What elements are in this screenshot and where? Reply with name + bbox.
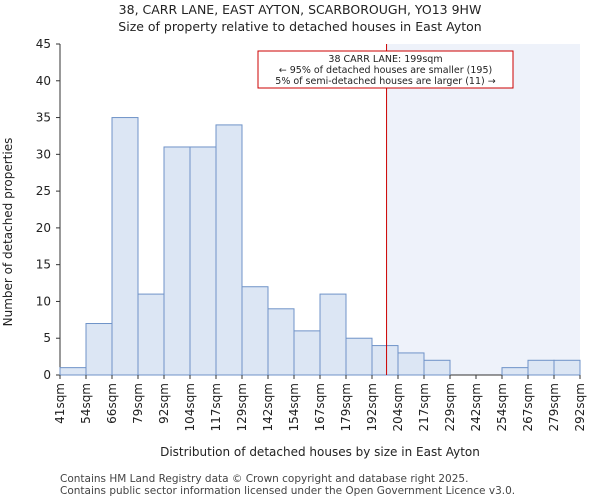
bar	[397, 352, 425, 376]
bar	[111, 117, 139, 376]
x-tick-label: 217sqm	[417, 383, 431, 431]
y-tick-label: 25	[36, 184, 51, 198]
x-tick-label: 117sqm	[209, 383, 223, 431]
annotation-text: ← 95% of detached houses are smaller (19…	[279, 65, 492, 76]
x-tick-label: 66sqm	[105, 383, 119, 424]
y-tick-label: 30	[36, 147, 51, 161]
x-tick-label: 41sqm	[53, 383, 67, 424]
annotation-box	[257, 50, 514, 89]
bar	[189, 146, 217, 376]
plot-area: 0 5 10 15 20 25 30 35 40 45 41sqm 54sqm 66sqm 79sqm 92…	[36, 37, 587, 431]
x-tick-label: 179sqm	[339, 383, 353, 431]
x-tick-label: 154sqm	[287, 383, 301, 431]
bar	[59, 367, 87, 376]
x-axis-label: Distribution of detached houses by size …	[160, 445, 480, 459]
bar	[345, 337, 373, 376]
y-tick-label: 35	[36, 111, 51, 125]
x-tick-label: 229sqm	[443, 383, 457, 431]
bar	[137, 293, 165, 376]
y-tick-label: 5	[43, 331, 51, 345]
bar	[371, 345, 399, 376]
bar	[215, 124, 243, 376]
y-tick-label: 10	[36, 294, 51, 308]
x-tick-label: 104sqm	[183, 383, 197, 431]
bar	[501, 367, 529, 376]
y-axis-label: Number of detached properties	[1, 138, 15, 327]
annotation-text: 38 CARR LANE: 199sqm	[328, 54, 442, 65]
x-tick-label: 142sqm	[261, 383, 275, 431]
bar	[163, 146, 191, 376]
x-tick-label: 254sqm	[495, 383, 509, 431]
highlight-region	[386, 44, 580, 375]
annotation-text: 5% of semi-detached houses are larger (1…	[275, 76, 495, 87]
x-tick-label: 292sqm	[573, 383, 587, 431]
bar	[267, 308, 295, 376]
bar	[553, 359, 581, 376]
bar	[293, 330, 321, 376]
y-tick-label: 40	[36, 74, 51, 88]
x-tick-label: 129sqm	[235, 383, 249, 431]
y-tick-label: 15	[36, 258, 51, 272]
y-tick-label: 20	[36, 221, 51, 235]
bar	[423, 359, 451, 376]
x-tick-label: 167sqm	[313, 383, 327, 431]
footer-licence: Contains public sector information licen…	[60, 485, 515, 497]
x-tick-label: 242sqm	[469, 383, 483, 431]
x-tick-label: 54sqm	[79, 383, 93, 424]
x-tick-label: 79sqm	[131, 383, 145, 424]
bar	[85, 323, 113, 376]
bar	[319, 293, 347, 376]
y-tick-label: 45	[36, 37, 51, 51]
bar	[527, 359, 555, 376]
x-tick-label: 279sqm	[547, 383, 561, 431]
x-tick-label: 92sqm	[157, 383, 171, 424]
footer-copyright: Contains HM Land Registry data © Crown c…	[60, 473, 468, 485]
bar	[241, 286, 269, 376]
x-tick-label: 204sqm	[391, 383, 405, 431]
y-tick-label: 0	[43, 368, 51, 382]
chart-title: 38, CARR LANE, EAST AYTON, SCARBOROUGH, …	[119, 2, 482, 17]
chart-subtitle: Size of property relative to detached ho…	[118, 19, 481, 34]
x-tick-label: 192sqm	[365, 383, 379, 431]
x-tick-label: 267sqm	[521, 383, 535, 431]
